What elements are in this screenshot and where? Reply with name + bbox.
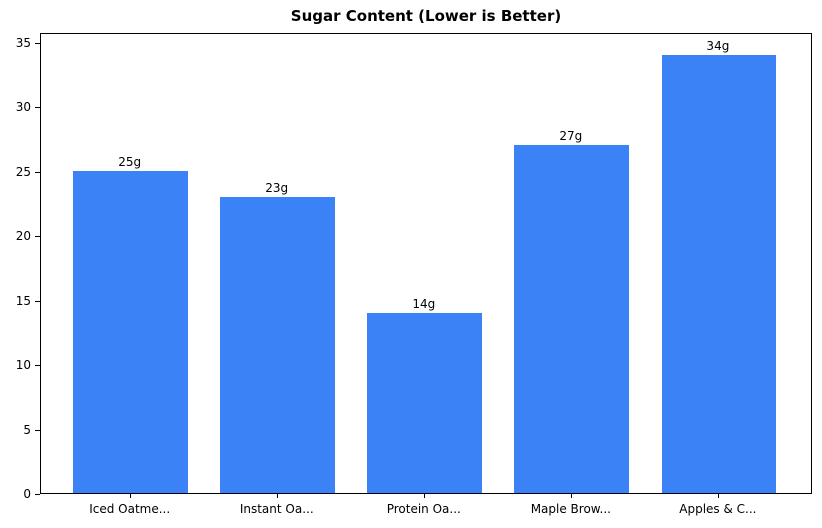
bar-1 [220,196,336,493]
x-tick-mark-2 [423,494,425,498]
y-tick-label-0: 0 [23,487,31,501]
bar-0 [73,170,189,493]
x-tick-mark-3 [570,494,572,498]
y-tick-label-7: 35 [15,36,31,51]
y-tick-label-6: 30 [15,100,31,115]
plot-area [40,33,812,494]
x-tick-label-2: Protein Oa... [386,502,461,516]
y-tick-mark-2 [35,365,40,367]
bar-value-label-3: 27g [559,129,583,144]
x-tick-label-4: Apples & C... [679,502,757,516]
bar-value-label-1: 23g [265,180,289,195]
x-tick-label-0: Iced Oatme... [89,502,171,516]
bar-2 [367,312,483,493]
y-tick-mark-3 [35,300,40,302]
bar-3 [514,145,630,493]
y-tick-mark-4 [35,236,40,238]
y-tick-mark-5 [35,171,40,173]
y-tick-mark-0 [35,494,40,495]
y-tick-label-4: 20 [15,229,31,244]
y-tick-label-1: 5 [23,422,31,437]
x-tick-label-3: Maple Brow... [530,502,611,516]
x-tick-mark-4 [717,494,719,498]
bar-value-label-0: 25g [118,154,142,169]
bar-value-label-4: 34g [706,38,730,53]
bar-4 [661,54,777,493]
bar-value-label-2: 14g [412,296,436,311]
x-tick-mark-0 [129,494,131,498]
y-tick-mark-1 [35,429,40,431]
y-tick-mark-6 [35,107,40,109]
y-tick-mark-7 [35,43,40,45]
y-tick-label-5: 25 [15,164,31,179]
x-tick-label-1: Instant Oa... [239,502,314,516]
y-tick-label-2: 10 [15,358,31,373]
chart-title: Sugar Content (Lower is Better) [290,7,562,25]
x-tick-mark-1 [276,494,278,498]
y-tick-label-3: 15 [15,293,31,308]
